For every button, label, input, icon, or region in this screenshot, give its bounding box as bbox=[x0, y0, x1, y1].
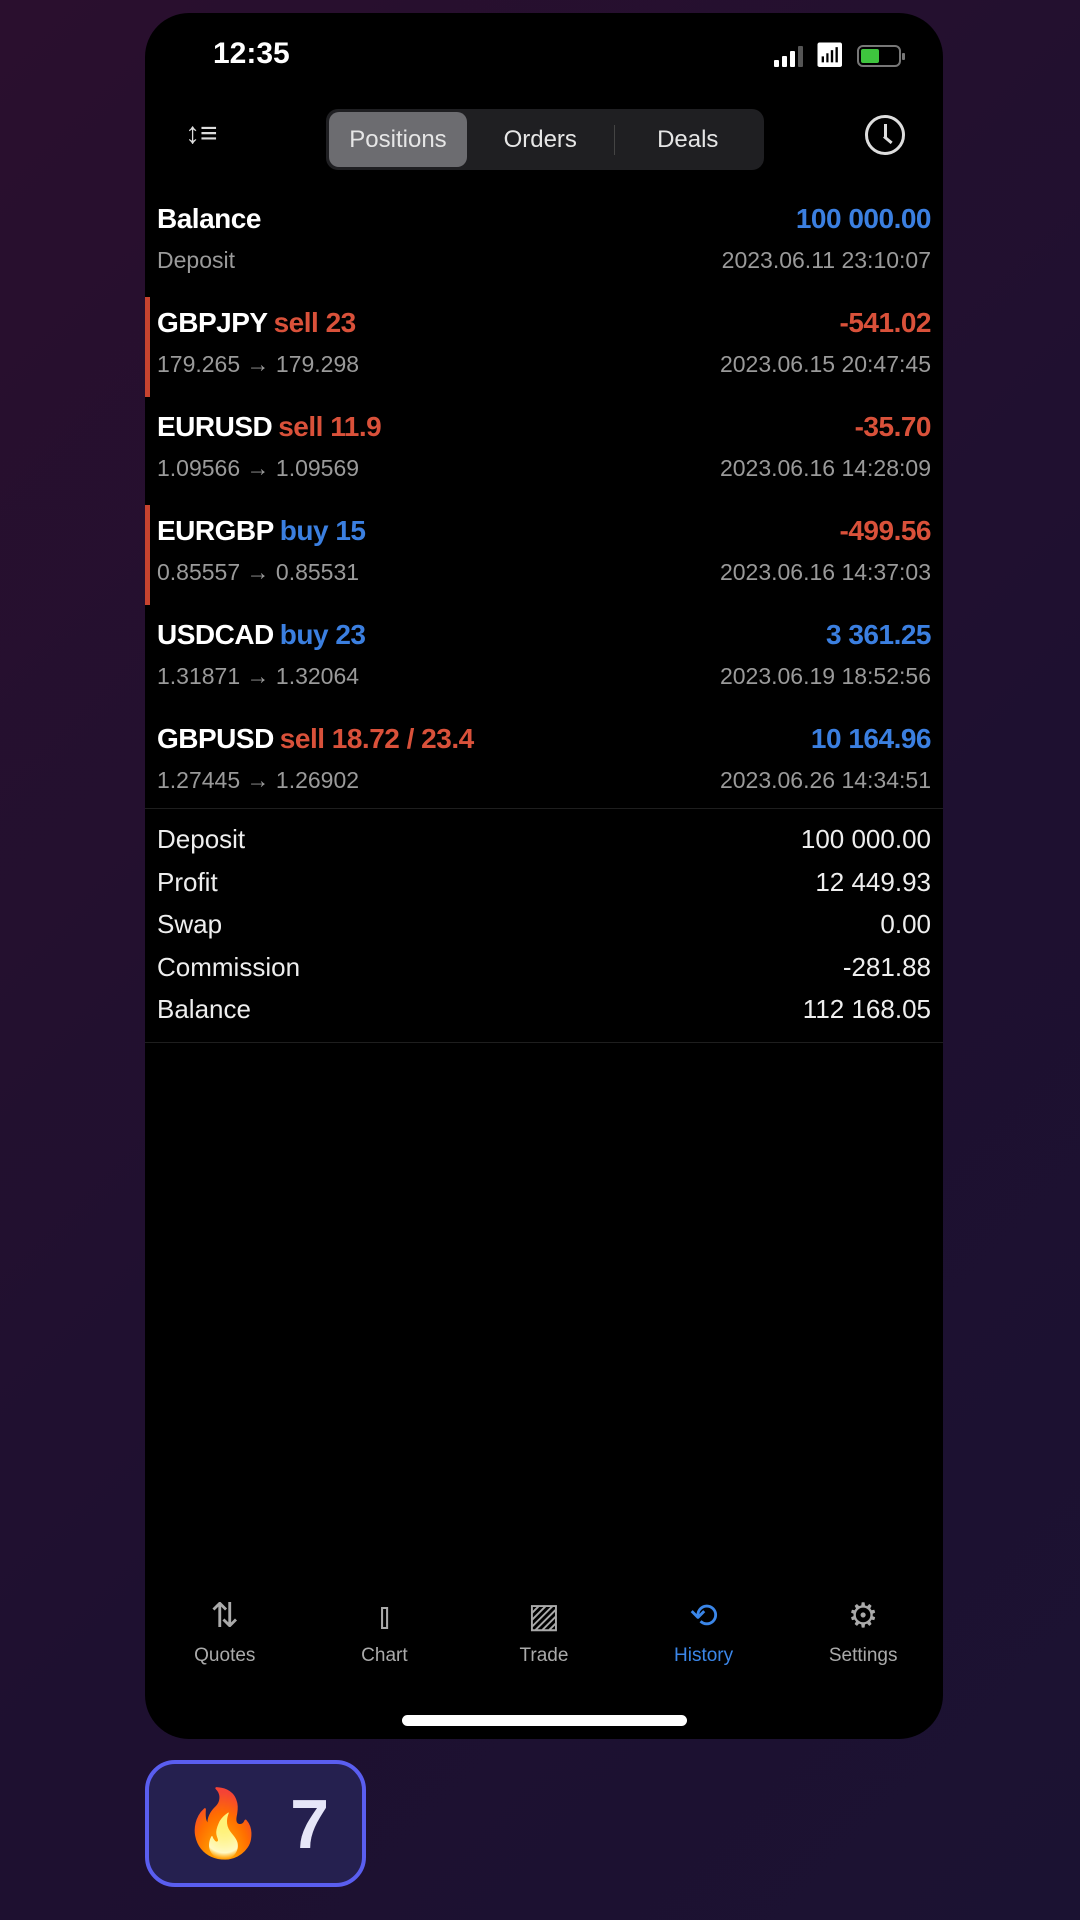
divider bbox=[145, 1042, 943, 1043]
trade-chart-icon: ▨ bbox=[527, 1597, 561, 1635]
side-volume: buy 15 bbox=[279, 515, 366, 546]
summary-label: Swap bbox=[157, 909, 223, 939]
position-title: USDCAD buy 23 bbox=[157, 619, 366, 651]
tab-label: History bbox=[674, 1645, 734, 1666]
date: 2023.06.19 18:52:56 bbox=[719, 663, 931, 689]
quotes-arrows-icon: ⇅ bbox=[210, 1597, 240, 1635]
position-marker bbox=[145, 297, 150, 397]
summary-row: Swap 0.00 bbox=[145, 909, 943, 951]
segment-divider bbox=[613, 124, 615, 155]
divider bbox=[145, 808, 943, 809]
profit: 10 164.96 bbox=[810, 723, 932, 754]
prices: 1.31871 → 1.32064 bbox=[157, 663, 360, 689]
position-row[interactable]: USDCAD buy 23 3 361.25 1.31871 → 1.32064 … bbox=[145, 605, 943, 709]
status-icons: 📶︎ bbox=[773, 41, 905, 70]
side-volume: sell 23 bbox=[273, 307, 357, 338]
home-indicator bbox=[402, 1715, 687, 1726]
date: 2023.06.16 14:37:03 bbox=[719, 559, 931, 585]
summary-row: Deposit 100 000.00 bbox=[145, 824, 943, 866]
clock-icon[interactable] bbox=[865, 115, 905, 155]
summary-label: Balance bbox=[157, 994, 251, 1024]
summary-label: Profit bbox=[157, 866, 218, 897]
tab-trade[interactable]: ▨ Trade bbox=[464, 1593, 624, 1667]
symbol: EURGBP bbox=[157, 515, 274, 546]
balance-row[interactable]: Balance 100 000.00 Deposit 2023.06.11 23… bbox=[145, 189, 943, 293]
symbol: GBPUSD bbox=[157, 723, 274, 754]
profit: -35.70 bbox=[854, 411, 932, 442]
status-time: 12:35 bbox=[213, 37, 290, 70]
summary-value: 12 449.93 bbox=[815, 866, 931, 897]
segmented-control: Positions Orders Deals bbox=[326, 109, 764, 170]
streak-badge: 🔥 7 bbox=[145, 1760, 366, 1887]
tab-label: Quotes bbox=[194, 1645, 256, 1666]
balance-sub: Deposit bbox=[157, 247, 235, 273]
gear-icon: ⚙ bbox=[847, 1597, 879, 1635]
profit: -499.56 bbox=[839, 515, 932, 546]
side-volume: sell 11.9 bbox=[278, 411, 382, 442]
tab-orders[interactable]: Orders bbox=[503, 126, 577, 153]
position-row[interactable]: GBPUSD sell 18.72 / 23.4 10 164.96 1.2744… bbox=[145, 709, 943, 813]
symbol: GBPJPY bbox=[157, 307, 268, 338]
summary-value: 100 000.00 bbox=[800, 824, 931, 854]
summary-row: Profit 12 449.93 bbox=[145, 867, 943, 909]
fire-icon: 🔥 bbox=[181, 1785, 265, 1860]
streak-count: 7 bbox=[290, 1784, 330, 1863]
tab-settings[interactable]: ⚙ Settings bbox=[783, 1593, 943, 1667]
balance-title: Balance bbox=[157, 203, 261, 234]
position-row[interactable]: EURGBP buy 15 -499.56 0.85557 → 0.85531 2… bbox=[145, 501, 943, 605]
prices: 1.09566 → 1.09569 bbox=[157, 455, 360, 481]
tab-positions[interactable]: Positions bbox=[329, 112, 467, 167]
date: 2023.06.26 14:34:51 bbox=[719, 767, 931, 793]
summary-row: Balance 112 168.05 bbox=[145, 994, 943, 1036]
balance-date: 2023.06.11 23:10:07 bbox=[721, 247, 931, 273]
sort-icon[interactable]: ↕≡ bbox=[185, 117, 218, 150]
profit: -541.02 bbox=[839, 307, 932, 338]
phone-screen: 12:35 📶︎ ↕≡ Positions Orders Deals Balan… bbox=[145, 13, 943, 1739]
tab-history[interactable]: ⟲ History bbox=[624, 1593, 784, 1667]
summary-label: Commission bbox=[157, 951, 301, 982]
position-title: EURUSD sell 11.9 bbox=[157, 411, 382, 443]
summary-value: 0.00 bbox=[880, 909, 931, 939]
tab-bar: ⇅ Quotes ⫾ Chart ▨ Trade ⟲ History ⚙ Settings bbox=[145, 1593, 943, 1667]
symbol: EURUSD bbox=[157, 411, 273, 442]
candlestick-icon: ⫾ bbox=[378, 1597, 390, 1635]
tab-chart[interactable]: ⫾ Chart bbox=[305, 1593, 465, 1667]
profit: 3 361.25 bbox=[826, 619, 932, 650]
tab-label: Settings bbox=[828, 1645, 898, 1666]
prices: 0.85557 → 0.85531 bbox=[157, 559, 360, 585]
prices: 179.265 → 179.298 bbox=[157, 351, 360, 377]
prices: 1.27445 → 1.26902 bbox=[157, 767, 360, 793]
position-row[interactable]: EURUSD sell 11.9 -35.70 1.09566 → 1.09569… bbox=[145, 397, 943, 501]
summary-label: Deposit bbox=[157, 824, 246, 854]
summary-row: Commission -281.88 bbox=[145, 952, 943, 994]
position-row[interactable]: GBPJPY sell 23 -541.02 179.265 → 179.298 … bbox=[145, 293, 943, 397]
symbol: USDCAD bbox=[157, 619, 274, 650]
tab-label: Trade bbox=[519, 1645, 569, 1666]
position-marker bbox=[145, 505, 150, 605]
battery-icon bbox=[857, 44, 905, 67]
date: 2023.06.16 14:28:09 bbox=[719, 455, 931, 481]
balance-value: 100 000.00 bbox=[795, 203, 932, 234]
tab-label: Chart bbox=[361, 1645, 408, 1666]
summary-value: -281.88 bbox=[842, 951, 931, 982]
history-icon: ⟲ bbox=[689, 1597, 718, 1635]
side-volume: sell 18.72 / 23.4 bbox=[279, 723, 474, 754]
date: 2023.06.15 20:47:45 bbox=[719, 351, 931, 377]
tab-quotes[interactable]: ⇅ Quotes bbox=[145, 1593, 305, 1667]
position-title: EURGBP buy 15 bbox=[157, 515, 366, 547]
tab-deals[interactable]: Deals bbox=[657, 126, 719, 153]
position-title: GBPUSD sell 18.72 / 23.4 bbox=[157, 723, 474, 755]
wifi-icon: 📶︎ bbox=[814, 42, 845, 69]
signal-icon bbox=[773, 45, 803, 67]
position-title: GBPJPY sell 23 bbox=[157, 307, 356, 339]
summary-value: 112 168.05 bbox=[802, 994, 931, 1024]
side-volume: buy 23 bbox=[279, 619, 366, 650]
